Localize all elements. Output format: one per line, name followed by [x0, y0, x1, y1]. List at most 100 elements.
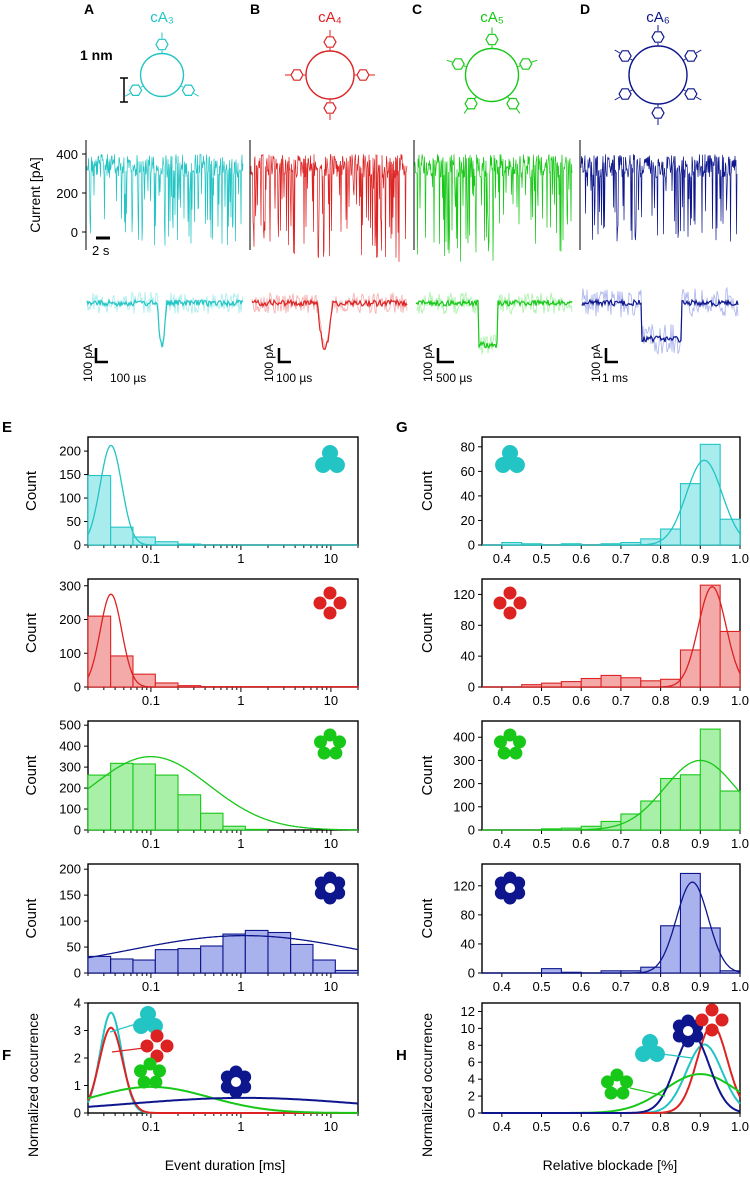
svg-text:200: 200 [56, 186, 78, 201]
y-tick-label: 20 [461, 513, 475, 528]
x-tick-label: 0.9 [691, 1119, 709, 1134]
histogram-bar [201, 813, 223, 830]
pore-symbol-icon [494, 587, 527, 620]
histogram-bar [88, 616, 111, 687]
y-tick-label: 200 [453, 776, 475, 791]
scale-nm-label: 1 nm [80, 47, 113, 63]
y-tick-label: 100 [59, 491, 81, 506]
y-tick-label: 100 [59, 802, 81, 817]
ca6-trace [581, 154, 737, 241]
y-tick-label: 8 [468, 1038, 475, 1053]
svg-text:100 pA: 100 pA [421, 344, 435, 382]
histogram-bar [542, 969, 562, 973]
x-tick-label: 10 [324, 1119, 338, 1134]
histogram-bar [155, 775, 178, 830]
histogram-bar [178, 949, 201, 973]
histogram-bar [661, 779, 681, 830]
y-tick-label: 0 [74, 1106, 81, 1121]
y-tick-label: 0 [468, 680, 475, 695]
x-tick-label: 1 [237, 693, 244, 708]
x-tick-label: 0.9 [691, 693, 709, 708]
panel-letter-a: A [84, 1, 94, 17]
histogram-bar [335, 970, 358, 973]
histogram-bar [155, 950, 178, 973]
x-tick-label: 1 [237, 979, 244, 994]
pore-symbol-icon [221, 1066, 251, 1099]
histogram-bar [720, 519, 740, 545]
x-tick-label: 0.1 [142, 979, 160, 994]
y-tick-label: 50 [67, 514, 81, 529]
y-tick-label: 150 [59, 888, 81, 903]
y-tick-label: 40 [461, 649, 475, 664]
y-axis-label: Count [23, 755, 40, 796]
svg-text:500 µs: 500 µs [436, 371, 472, 385]
y-tick-label: 120 [453, 878, 475, 893]
x-tick-label: 0.4 [493, 551, 511, 566]
zoom-scale-bars: 100 pA 100 µs 100 pA 100 µs 100 pA 500 µ… [81, 344, 628, 385]
x-tick-label: 0.6 [572, 1119, 590, 1134]
histogram-bar [178, 795, 201, 830]
y-tick-label: 200 [59, 862, 81, 877]
x-tick-label: 1.0 [731, 979, 749, 994]
histogram-bar [223, 826, 245, 830]
y-axis-label: Count [419, 612, 436, 653]
x-tick-label: 1.0 [731, 1119, 749, 1134]
svg-text:100 µs: 100 µs [276, 371, 312, 385]
x-tick-label: 0.9 [691, 836, 709, 851]
histogram-bar [680, 650, 700, 687]
x-tick-label: 0.1 [142, 693, 160, 708]
ca5-structure [447, 28, 537, 114]
ca5-trace [415, 154, 572, 262]
y-tick-label: 200 [59, 781, 81, 796]
histogram-bar [661, 926, 681, 973]
histogram-bar [223, 934, 245, 973]
y-tick-label: 12 [461, 1004, 475, 1019]
x-tick-label: 0.6 [572, 551, 590, 566]
histogram-bar [720, 791, 740, 830]
histogram-bar [111, 959, 133, 973]
histogram-bar [680, 775, 700, 830]
histogram-bar [700, 729, 720, 830]
panel-letter-b: B [250, 1, 260, 17]
ca6-zoom-event [582, 300, 738, 342]
pore-symbol-icon [314, 587, 347, 620]
current-traces [87, 154, 737, 262]
x-tick-label: 10 [324, 551, 338, 566]
histogram-bar [111, 763, 133, 830]
histogram-bar [111, 656, 133, 687]
histogram-bar [245, 829, 268, 830]
y-tick-label: 100 [59, 914, 81, 929]
y-tick-label: 0 [468, 966, 475, 981]
y-tick-label: 120 [453, 587, 475, 602]
molecule-labels: cA₃ cA₄ cA₅ cA₆ [150, 9, 670, 26]
panel-letter-e: E [2, 419, 12, 436]
histogram-bar [133, 764, 155, 830]
x-tick-label: 0.9 [691, 551, 709, 566]
histogram-bar [700, 444, 720, 545]
y-tick-label: 80 [461, 439, 475, 454]
y-tick-label: 500 [59, 718, 81, 733]
x-tick-label: 0.1 [142, 551, 160, 566]
y-tick-label: 200 [59, 612, 81, 627]
histogram-bar [641, 681, 661, 687]
histogram-bar [313, 960, 335, 973]
molecule-structures [125, 25, 701, 125]
y-tick-label: 0 [74, 680, 81, 695]
zoomed-events [87, 288, 738, 354]
series-line-ca6 [88, 1098, 358, 1107]
ca4-trace [251, 154, 407, 262]
x-tick-label: 0.5 [532, 693, 550, 708]
histogram-bar [581, 679, 601, 687]
x-tick-label: 10 [324, 836, 338, 851]
x-tick-label: 0.5 [532, 1119, 550, 1134]
y-tick-label: 400 [453, 730, 475, 745]
x-tick-label: 10 [324, 693, 338, 708]
ca3-trace [87, 154, 243, 246]
y-tick-label: 80 [461, 907, 475, 922]
